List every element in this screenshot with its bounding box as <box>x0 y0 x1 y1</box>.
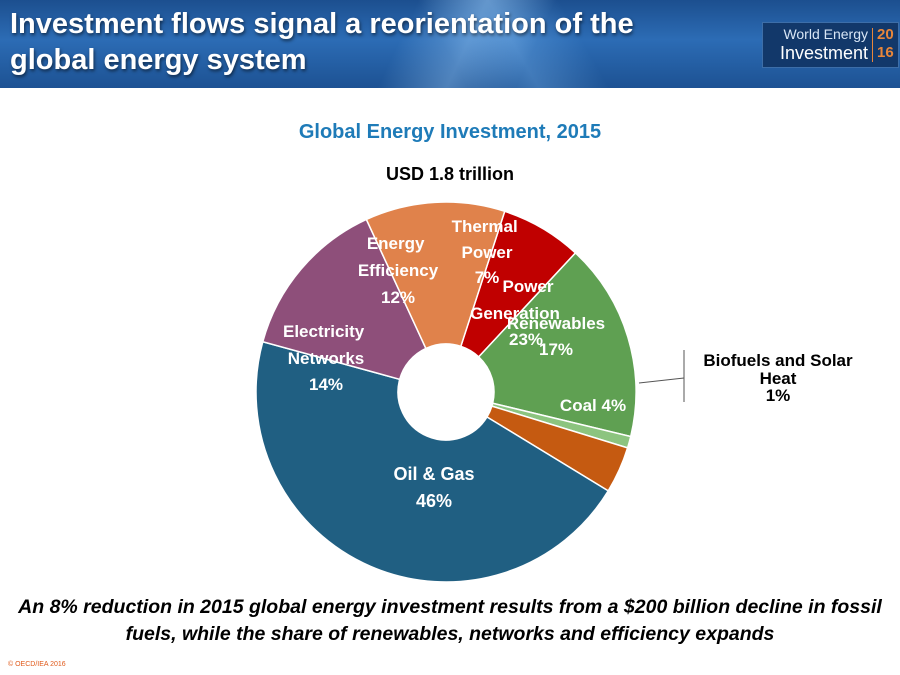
copyright-footer: © OECD/IEA 2016 <box>8 661 66 668</box>
callout-biofuels-line2: Heat <box>760 369 797 388</box>
label-energy-efficiency: Energy Efficiency <box>358 234 439 280</box>
label-thermal-power: Thermal Power <box>452 217 523 262</box>
chart-title: Global Energy Investment, 2015 <box>298 121 602 143</box>
chart-subtitle: USD 1.8 trillion <box>385 164 515 184</box>
slice-energy-efficiency <box>365 201 506 350</box>
donut-slices <box>255 201 637 583</box>
label-thermal-power-line2: Power <box>461 243 512 262</box>
label-renewables: Renewables <box>507 314 605 333</box>
slice-electricity-networks <box>261 218 427 381</box>
callout-biofuels-value: 1% <box>766 386 791 405</box>
label-electricity-networks-line1: Electricity <box>283 322 365 341</box>
callout-biofuels-line1: Biofuels and Solar <box>703 351 853 370</box>
label-power-generation-line2: Generation <box>470 304 560 323</box>
label-electricity-networks-line2: Networks <box>288 349 365 368</box>
label-oil-gas: Oil & Gas <box>393 464 474 484</box>
label-thermal-power-line1: Thermal <box>452 217 518 236</box>
value-electricity-networks: 14% <box>309 375 343 394</box>
logo-text-investment: Investment <box>779 43 868 63</box>
label-power-generation-line1: Power <box>502 277 553 296</box>
label-coal: Coal 4% <box>560 396 626 415</box>
logo-divider <box>872 28 873 62</box>
logo-text-world-energy: World Energy <box>783 26 868 42</box>
label-electricity-networks: Electricity Networks <box>283 322 369 368</box>
logo-year-top: 20 <box>877 26 894 43</box>
slice-oil-gas <box>255 340 610 583</box>
logo-year-bottom: 16 <box>877 44 894 61</box>
value-thermal-power: 7% <box>475 268 500 287</box>
banner-decoration <box>280 0 700 88</box>
slice-renewables <box>477 251 637 438</box>
value-power-generation: 23% <box>509 330 543 349</box>
label-energy-efficiency-line1: Energy <box>367 234 425 253</box>
world-energy-investment-logo: World Energy Investment 20 16 <box>762 22 899 68</box>
value-oil-gas: 46% <box>416 491 452 511</box>
slide-caption: An 8% reduction in 2015 global energy in… <box>18 596 882 645</box>
callout-leader-line <box>638 377 685 384</box>
slide-title: Investment flows signal a reorientation … <box>10 8 634 76</box>
value-energy-efficiency: 12% <box>381 288 415 307</box>
value-renewables: 17% <box>539 340 573 359</box>
title-banner: Investment flows signal a reorientation … <box>0 0 900 88</box>
label-energy-efficiency-line2: Efficiency <box>358 261 439 280</box>
